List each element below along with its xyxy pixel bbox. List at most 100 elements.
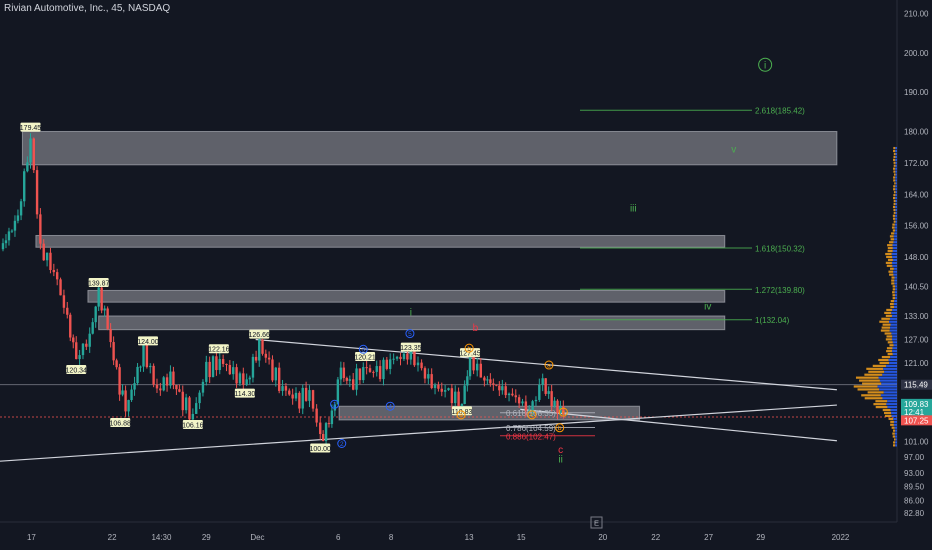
volume-profile-bar xyxy=(881,355,891,359)
volume-profile-bar xyxy=(880,394,897,397)
price-label-box-11 xyxy=(400,342,421,352)
volume-profile-bar xyxy=(884,414,892,418)
volume-profile-bar xyxy=(889,302,894,306)
price-label-4: 106.88 xyxy=(109,421,131,428)
volume-profile-bar xyxy=(886,350,893,353)
volume-profile-bar xyxy=(895,173,897,176)
wave-label-15: c xyxy=(530,412,534,419)
candle-body xyxy=(142,344,145,367)
volume-profile-bar xyxy=(883,367,897,370)
candle-body xyxy=(59,279,62,296)
candle-body xyxy=(165,377,169,386)
volume-profile-bar xyxy=(887,400,897,403)
candle-body xyxy=(75,342,78,360)
volume-profile-bar xyxy=(893,158,896,161)
volume-profile-bar xyxy=(894,223,897,226)
candle-body xyxy=(501,386,504,391)
volume-profile-bar xyxy=(882,408,891,412)
volume-profile-bar xyxy=(886,264,893,267)
volume-profile-bar xyxy=(867,391,884,394)
volume-profile-bar xyxy=(891,411,897,415)
candle-body xyxy=(10,230,14,232)
price-tick-10: 127.00 xyxy=(904,335,929,344)
price-badge-label-0: 115.49 xyxy=(904,381,928,390)
candle-body xyxy=(258,339,261,361)
wave-label-0: i xyxy=(764,60,766,71)
volume-profile-bar xyxy=(891,426,895,429)
candle-body xyxy=(550,391,553,407)
candle-body xyxy=(495,384,498,386)
volume-profile-bar xyxy=(893,202,896,206)
volume-profile-bar xyxy=(895,167,897,170)
wave-circle-11 xyxy=(385,401,395,411)
volume-profile-bar xyxy=(890,323,897,326)
volume-profile-bar xyxy=(892,341,897,344)
candle-body xyxy=(524,401,528,411)
volume-profile-bar xyxy=(864,373,883,376)
candle-body xyxy=(402,353,406,360)
price-label-box-1 xyxy=(88,277,109,287)
candle-body xyxy=(175,384,178,390)
volume-profile-bar xyxy=(893,423,897,426)
candle-body xyxy=(336,379,340,405)
candle-body xyxy=(375,366,378,372)
volume-profile-bar xyxy=(892,444,896,447)
candle-body xyxy=(235,367,238,384)
volume-profile-bar xyxy=(893,170,896,173)
volume-profile-bar xyxy=(892,353,897,356)
volume-profile-bar xyxy=(892,429,896,432)
eraser-box[interactable] xyxy=(590,516,603,529)
volume-profile-bar xyxy=(887,249,893,253)
volume-profile-bar xyxy=(894,232,897,235)
price-label-box-12 xyxy=(460,348,481,358)
volume-profile-bar xyxy=(893,441,896,444)
volume-profile-bar xyxy=(891,279,895,282)
volume-profile-bar xyxy=(886,255,893,259)
wave-label-11: 4 xyxy=(388,403,392,410)
candle-body xyxy=(1,243,5,250)
candle-body xyxy=(468,351,472,377)
candle-body xyxy=(324,423,328,441)
price-label-box-8 xyxy=(249,329,270,339)
volume-profile-bar xyxy=(890,305,894,309)
volume-profile-bar xyxy=(887,341,893,344)
wave-label-14: b xyxy=(467,345,471,352)
candle-body xyxy=(368,368,372,372)
volume-profile-bar xyxy=(892,249,897,253)
fib-label-3: 1(132.04) xyxy=(755,316,790,325)
volume-profile-bar xyxy=(895,170,897,173)
volume-profile-bar xyxy=(859,379,880,382)
price-label-box-3 xyxy=(138,336,159,346)
candle-body xyxy=(39,214,42,244)
volume-profile-bar xyxy=(895,285,897,288)
candle-body xyxy=(433,384,437,389)
price-tick-4: 172.00 xyxy=(904,159,929,168)
volume-profile-bar xyxy=(894,279,897,282)
candle-body xyxy=(19,201,23,216)
volume-profile-bar xyxy=(891,314,897,317)
candle-body xyxy=(427,374,430,379)
time-tick-8: 15 xyxy=(517,533,526,542)
candle-body xyxy=(406,353,409,360)
volume-profile-bar xyxy=(889,344,894,347)
volume-profile-bar xyxy=(895,188,897,191)
candle-body xyxy=(49,252,52,271)
candle-body xyxy=(378,366,382,380)
candle-body xyxy=(351,379,355,390)
volume-profile-bar xyxy=(891,282,895,285)
volume-profile-bar xyxy=(895,161,897,164)
volume-profile-bar xyxy=(891,226,895,229)
volume-profile-bar xyxy=(881,382,897,385)
volume-profile-bar xyxy=(891,332,897,335)
candle-body xyxy=(29,138,32,163)
wave-label-17: b xyxy=(558,425,562,432)
volume-profile-bar xyxy=(893,161,896,164)
volume-profile-bar xyxy=(893,420,897,423)
candle-body xyxy=(511,393,514,396)
price-tick-3: 180.00 xyxy=(904,127,929,136)
candle-body xyxy=(133,383,136,390)
price-tick-19: 82.80 xyxy=(904,509,925,518)
fib-label-1: 1.618(150.32) xyxy=(755,244,805,253)
